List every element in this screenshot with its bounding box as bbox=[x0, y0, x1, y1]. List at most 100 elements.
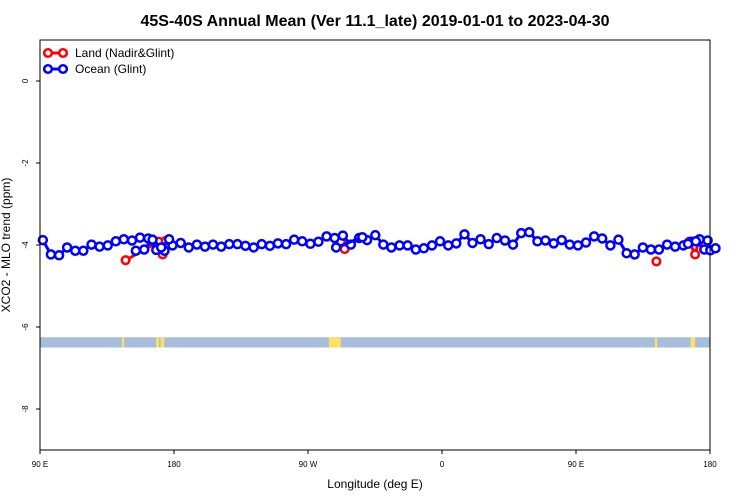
legend: Land (Nadir&Glint) Ocean (Glint) bbox=[42, 46, 174, 76]
land-span bbox=[328, 337, 341, 348]
data-point bbox=[118, 234, 130, 245]
data-point bbox=[588, 231, 600, 242]
legend-marker bbox=[42, 63, 54, 75]
data-point bbox=[313, 236, 324, 247]
data-point bbox=[110, 236, 122, 247]
data-point bbox=[272, 238, 284, 249]
x-tick-label: 0 bbox=[440, 460, 445, 469]
x-tick-label: 180 bbox=[703, 460, 717, 469]
data-point bbox=[637, 242, 649, 253]
x-tick-label: 180 bbox=[167, 460, 181, 469]
data-point bbox=[410, 244, 422, 255]
data-point bbox=[491, 232, 503, 244]
data-point bbox=[296, 236, 308, 247]
data-point bbox=[138, 244, 150, 255]
data-point bbox=[690, 236, 702, 247]
chart-title: 45S-40S Annual Mean (Ver 11.1_late) 2019… bbox=[141, 13, 610, 30]
data-point bbox=[280, 238, 292, 250]
data-point bbox=[130, 245, 142, 256]
data-point bbox=[199, 241, 211, 252]
data-point bbox=[45, 249, 57, 260]
data-point bbox=[86, 239, 97, 250]
data-point bbox=[629, 249, 640, 260]
y-axis: 0 -2 -4 -6 -8 bbox=[21, 78, 40, 413]
data-point bbox=[256, 238, 267, 250]
data-point bbox=[147, 234, 158, 245]
data-point bbox=[451, 238, 462, 249]
data-point bbox=[163, 234, 175, 245]
data-point bbox=[329, 232, 340, 244]
data-point bbox=[102, 240, 113, 251]
data-point bbox=[690, 249, 701, 260]
data-point bbox=[402, 240, 413, 251]
legend-marker bbox=[57, 63, 69, 75]
data-point bbox=[621, 247, 632, 259]
data-point bbox=[507, 239, 519, 250]
data-point bbox=[53, 250, 65, 261]
data-point bbox=[459, 229, 470, 240]
land-span bbox=[121, 337, 125, 348]
data-point bbox=[653, 244, 665, 255]
x-axis: 90 E 180 90 W 0 90 E 180 bbox=[32, 450, 717, 469]
x-tick-label: 90 E bbox=[568, 460, 584, 469]
data-point bbox=[134, 232, 146, 243]
data-point bbox=[207, 239, 219, 250]
data-point bbox=[288, 234, 300, 245]
data-point bbox=[596, 233, 608, 244]
data-point bbox=[305, 238, 316, 250]
x-tick-label: 90 W bbox=[299, 460, 318, 469]
x-axis-label: Longitude (deg E) bbox=[327, 477, 422, 491]
data-point bbox=[155, 242, 167, 253]
land-span bbox=[693, 337, 696, 348]
land-span bbox=[160, 337, 163, 348]
data-point bbox=[78, 245, 89, 256]
y-tick-label: 0 bbox=[21, 78, 30, 83]
data-point bbox=[337, 230, 349, 241]
data-point bbox=[710, 243, 721, 254]
data-point bbox=[240, 240, 251, 252]
land-span bbox=[162, 337, 165, 348]
data-point bbox=[330, 242, 342, 253]
data-point bbox=[556, 234, 567, 246]
data-point bbox=[669, 241, 681, 252]
data-point bbox=[467, 237, 478, 249]
data-point bbox=[183, 242, 194, 253]
land-span bbox=[690, 337, 694, 348]
data-point bbox=[483, 238, 495, 250]
land-mask-band bbox=[40, 337, 710, 348]
series-layer bbox=[37, 227, 721, 267]
data-point bbox=[94, 241, 105, 252]
y-tick-label: -4 bbox=[21, 241, 30, 249]
x-tick-label: 90 E bbox=[32, 460, 48, 469]
data-point bbox=[232, 238, 243, 250]
y-tick-label: -8 bbox=[21, 405, 30, 413]
data-point bbox=[515, 227, 527, 239]
land-span bbox=[156, 337, 160, 348]
data-point bbox=[191, 239, 203, 250]
data-point bbox=[499, 235, 511, 246]
data-point bbox=[605, 240, 616, 251]
data-point bbox=[475, 234, 486, 245]
data-point bbox=[321, 231, 332, 242]
data-point bbox=[418, 243, 430, 254]
ocean-band bbox=[40, 337, 710, 348]
series-1 bbox=[37, 227, 721, 261]
data-point bbox=[613, 234, 624, 245]
data-point bbox=[37, 234, 49, 246]
data-point bbox=[120, 255, 131, 266]
data-point bbox=[443, 240, 454, 251]
data-point bbox=[61, 242, 73, 253]
legend-marker bbox=[42, 47, 54, 59]
y-tick-label: -2 bbox=[21, 159, 30, 167]
data-point bbox=[651, 256, 662, 267]
data-point bbox=[661, 239, 673, 250]
data-point bbox=[540, 235, 551, 246]
data-point bbox=[580, 237, 592, 248]
data-point bbox=[357, 231, 368, 243]
data-point bbox=[532, 236, 543, 247]
legend-label: Ocean (Glint) bbox=[75, 62, 146, 76]
data-point bbox=[223, 238, 235, 250]
data-point bbox=[175, 237, 186, 249]
legend-label: Land (Nadir&Glint) bbox=[75, 46, 174, 60]
